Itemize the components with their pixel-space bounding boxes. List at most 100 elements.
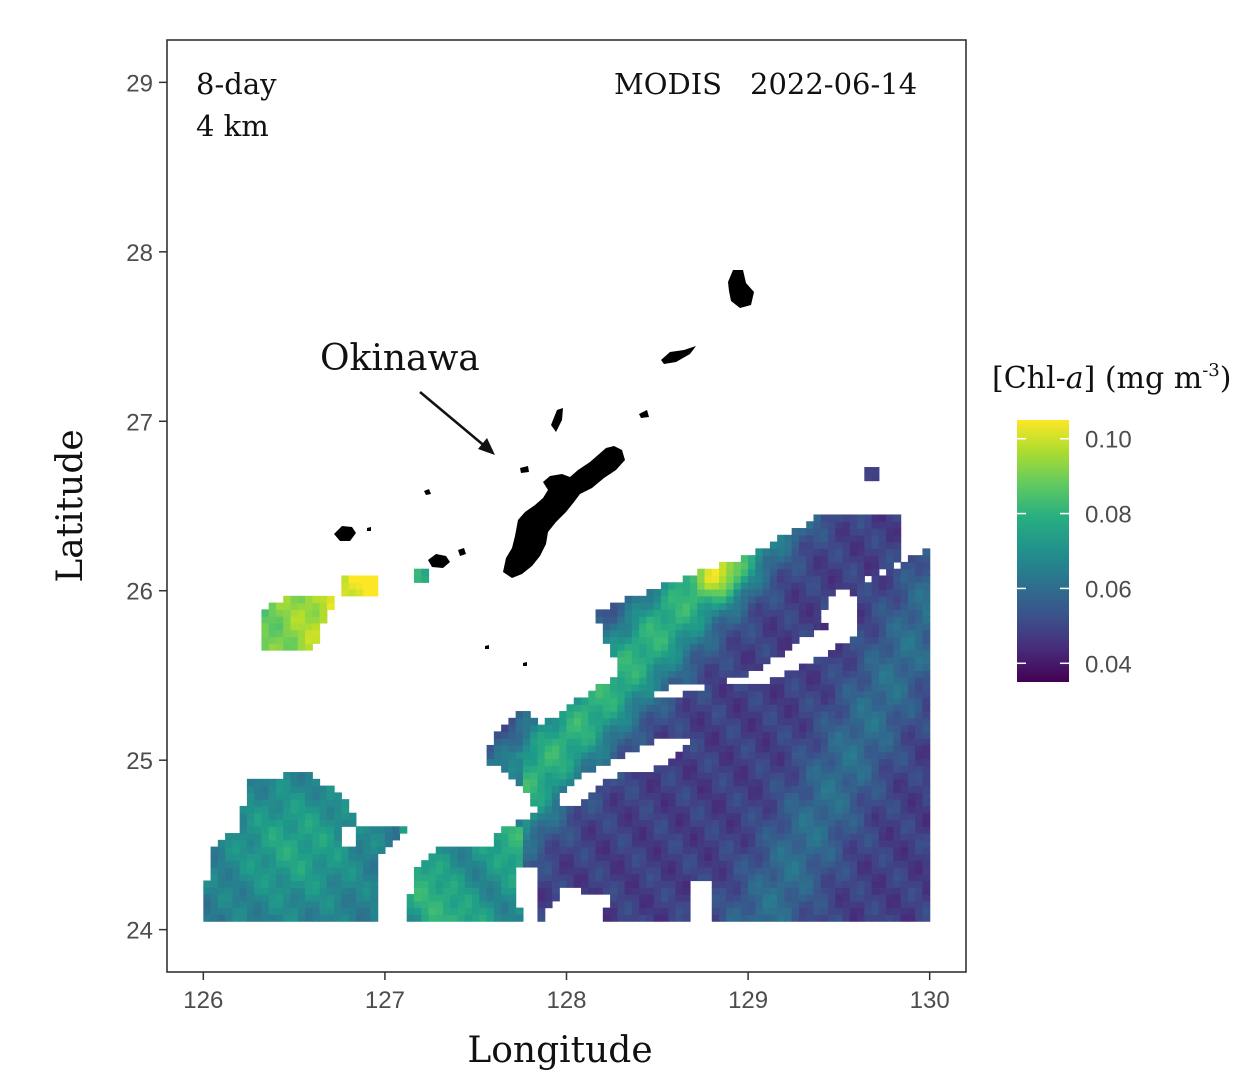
chl-pixel <box>610 751 618 760</box>
chl-pixel <box>733 805 742 814</box>
chl-pixel <box>740 819 749 827</box>
chl-pixel <box>893 846 902 854</box>
chl-pixel <box>653 636 662 644</box>
chl-pixel <box>806 690 815 699</box>
chl-pixel <box>820 582 829 590</box>
chl-pixel <box>711 643 720 651</box>
chl-pixel <box>537 819 546 827</box>
chl-pixel <box>915 894 924 902</box>
chl-pixel <box>610 887 618 895</box>
chl-pixel <box>900 629 909 638</box>
chl-pixel <box>820 656 829 665</box>
chl-pixel <box>777 839 786 848</box>
chl-pixel <box>871 799 880 807</box>
chl-pixel <box>762 575 771 583</box>
chl-pixel <box>435 907 444 915</box>
chl-pixel <box>820 819 829 827</box>
chl-pixel <box>631 785 640 793</box>
chl-pixel <box>871 656 880 665</box>
chl-pixel <box>748 744 756 753</box>
chl-pixel <box>421 568 430 577</box>
chl-pixel <box>464 907 473 915</box>
chl-pixel <box>849 805 858 814</box>
chl-pixel <box>341 900 350 909</box>
chl-pixel <box>704 778 713 787</box>
chl-pixel <box>646 602 655 610</box>
chl-pixel <box>290 805 299 814</box>
chl-pixel <box>588 819 597 827</box>
chl-pixel <box>784 616 793 624</box>
chl-pixel <box>922 778 931 787</box>
chl-pixel <box>682 839 691 848</box>
chl-pixel <box>871 683 880 692</box>
chl-pixel <box>297 772 306 780</box>
chl-pixel <box>871 609 880 617</box>
chl-pixel <box>689 751 698 760</box>
chl-pixel <box>849 528 858 536</box>
chl-pixel <box>762 833 771 841</box>
chl-pixel <box>893 582 902 590</box>
chl-pixel <box>319 846 328 854</box>
chl-pixel <box>827 555 836 563</box>
chl-pixel <box>537 799 546 807</box>
chl-pixel <box>704 602 713 610</box>
chl-pixel <box>711 873 720 882</box>
chl-pixel <box>501 731 509 739</box>
chl-pixel <box>886 561 894 570</box>
chl-pixel <box>624 717 633 726</box>
chl-pixel <box>871 602 880 610</box>
chl-pixel <box>653 697 662 705</box>
chl-pixel <box>370 866 379 875</box>
chl-pixel <box>777 650 786 658</box>
chl-pixel <box>871 914 880 922</box>
chl-pixel <box>617 812 626 821</box>
chl-pixel <box>682 900 691 909</box>
chl-pixel <box>915 765 924 773</box>
chl-pixel <box>813 846 822 854</box>
chl-pixel <box>290 907 299 915</box>
chl-pixel <box>689 833 698 841</box>
chl-pixel <box>798 711 807 719</box>
chl-pixel <box>617 914 626 922</box>
chl-pixel <box>849 683 858 692</box>
chl-pixel <box>871 887 880 895</box>
chl-pixel <box>246 853 255 861</box>
chl-pixel <box>762 724 771 732</box>
chl-pixel <box>566 853 575 861</box>
chl-pixel <box>646 589 655 597</box>
chl-pixel <box>813 561 822 570</box>
chl-pixel <box>827 914 836 922</box>
chl-pixel <box>922 900 931 909</box>
chl-pixel <box>886 731 894 739</box>
chl-pixel <box>326 873 335 882</box>
chl-pixel <box>631 697 640 705</box>
chl-pixel <box>689 846 698 854</box>
chl-pixel <box>341 907 350 915</box>
chl-pixel <box>406 907 415 915</box>
chl-pixel <box>631 711 640 719</box>
chl-pixel <box>719 873 727 882</box>
chl-pixel <box>791 616 800 624</box>
chl-pixel <box>370 900 379 909</box>
chl-pixel <box>719 677 727 685</box>
chl-pixel <box>820 683 829 692</box>
chl-pixel <box>798 900 807 909</box>
chl-pixel <box>682 758 691 766</box>
chl-pixel <box>762 589 771 597</box>
chl-pixel <box>443 873 451 882</box>
chl-pixel <box>479 873 488 882</box>
chl-pixel <box>312 853 321 861</box>
chl-pixel <box>711 900 720 909</box>
chl-pixel <box>660 656 669 665</box>
chl-pixel <box>719 860 727 868</box>
chl-pixel <box>842 738 851 746</box>
chl-pixel <box>755 561 764 570</box>
chl-pixel <box>784 738 793 746</box>
chl-pixel <box>377 826 386 834</box>
chl-pixel <box>864 785 873 793</box>
chl-pixel <box>646 663 655 671</box>
chl-pixel <box>697 575 706 583</box>
chl-pixel <box>777 636 786 644</box>
chl-pixel <box>522 744 531 753</box>
chl-pixel <box>864 758 873 766</box>
